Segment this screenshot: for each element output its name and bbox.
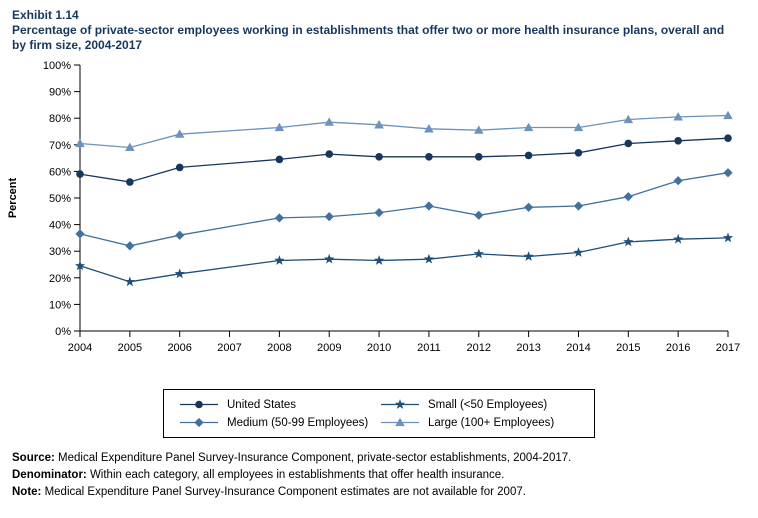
svg-text:2009: 2009 [317,342,341,354]
svg-text:0%: 0% [55,326,71,338]
svg-text:100%: 100% [43,60,71,72]
svg-text:2006: 2006 [167,342,191,354]
legend-label: Medium (50-99 Employees) [227,416,369,429]
availability-note: Note: Medical Expenditure Panel Survey-I… [12,484,744,501]
denominator-note: Denominator: Within each category, all e… [12,467,744,484]
svg-text:80%: 80% [49,113,71,125]
circle-marker-icon [180,400,218,409]
legend-item-large-100-employees: Large (100+ Employees) [379,416,580,429]
svg-text:40%: 40% [49,220,71,232]
svg-text:90%: 90% [49,87,71,99]
legend-item-small-50-employees: Small (<50 Employees) [379,398,580,411]
svg-text:2017: 2017 [716,342,740,354]
svg-text:2014: 2014 [566,342,590,354]
legend-label: Small (<50 Employees) [428,398,548,411]
svg-text:2008: 2008 [267,342,291,354]
diamond-marker-icon [180,417,218,428]
chart-title: Percentage of private-sector employees w… [12,23,725,52]
svg-text:2016: 2016 [666,342,690,354]
svg-text:2005: 2005 [118,342,142,354]
svg-text:2004: 2004 [68,342,92,354]
series-small-50-employees [74,232,734,287]
legend-label: Large (100+ Employees) [428,416,555,429]
footnotes: Source: Medical Expenditure Panel Survey… [0,438,758,501]
legend-label: United States [227,398,297,411]
source-note: Source: Medical Expenditure Panel Survey… [12,450,744,467]
svg-text:70%: 70% [49,140,71,152]
legend-item-medium-50-99-employees: Medium (50-99 Employees) [178,416,379,429]
svg-text:2015: 2015 [616,342,640,354]
denominator-label: Denominator: [12,469,87,481]
y-axis-label: Percent [7,177,19,218]
legend-item-united-states: United States [178,398,379,411]
line-chart: 0% 10% 20% 30% 40% 50% 60% 70% 80% 90% 100% 2004 200… [7,60,740,354]
denominator-text: Within each category, all employees in e… [86,469,505,481]
svg-text:60%: 60% [49,166,71,178]
svg-text:50%: 50% [49,193,71,205]
exhibit-number: Exhibit 1.14 [12,8,79,22]
triangle-marker-icon [381,417,419,427]
svg-text:10%: 10% [49,299,71,311]
source-text: Medical Expenditure Panel Survey-Insuran… [54,452,572,464]
note-text: Medical Expenditure Panel Survey-Insuran… [41,486,526,498]
svg-text:20%: 20% [49,273,71,285]
svg-text:2013: 2013 [516,342,540,354]
svg-text:2007: 2007 [217,342,241,354]
series-large-100-employees [75,110,733,152]
star-marker-icon [381,399,419,409]
series-united-states [76,134,732,186]
svg-text:30%: 30% [49,246,71,258]
svg-text:2011: 2011 [417,342,441,354]
chart-legend: United States Small (<50 Employees) Medium… [163,389,595,438]
svg-text:2010: 2010 [367,342,391,354]
svg-text:2012: 2012 [467,342,491,354]
note-label: Note: [12,486,42,498]
series-medium-50-99-employees [75,168,733,251]
title-block: Exhibit 1.14 Percentage of private-secto… [0,0,758,53]
source-label: Source: [12,452,55,464]
